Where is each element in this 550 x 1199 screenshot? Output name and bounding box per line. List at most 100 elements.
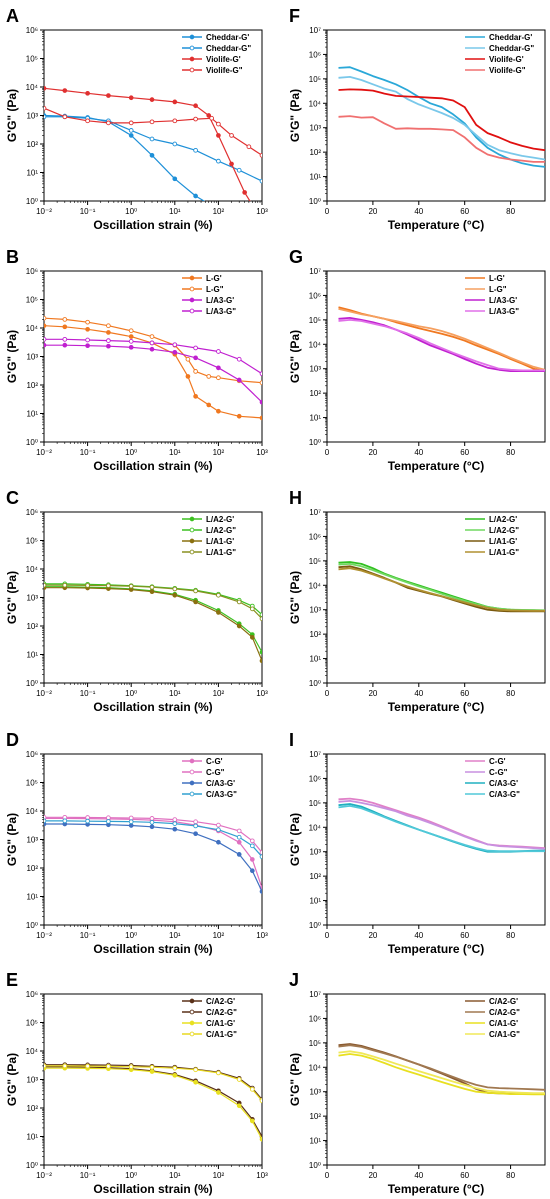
data-point [172,99,178,105]
x-tick-label: 10³ [256,689,268,698]
data-point [259,371,262,377]
panel-label: H [289,488,302,508]
data-point [249,1118,255,1124]
y-tick-label: 10⁴ [26,324,39,333]
x-tick-label: 10³ [256,448,268,457]
data-point [259,399,262,405]
y-tick-label: 10⁵ [26,296,38,305]
legend-label: C/A2-G' [489,997,518,1006]
y-tick-label: 10⁴ [309,340,322,349]
x-tick-label: 40 [414,689,423,698]
data-point [206,374,212,379]
legend-label: Cheddar-G' [206,33,249,42]
data-point [128,819,134,825]
data-point [249,634,255,640]
data-point [172,118,178,124]
x-tick-label: 10⁰ [125,207,137,216]
data-point [128,328,134,334]
y-tick-label: 10⁶ [26,26,38,35]
panel-label: E [6,970,18,990]
data-point [106,815,111,821]
legend-label: C/A3-G' [489,779,518,788]
y-tick-label: 10⁰ [309,921,321,930]
series-line-3 [44,1065,262,1102]
data-point [62,582,68,588]
y-tick-label: 10² [26,622,38,631]
series-line-3 [44,107,262,156]
data-point [85,818,90,824]
data-point [149,1069,155,1074]
legend-marker [189,56,195,62]
legend-label: Cheddar-G" [206,44,251,53]
data-point [249,606,255,612]
data-area [338,797,545,853]
y-tick-label: 10⁴ [26,83,39,92]
series-line-3 [44,820,262,858]
data-point [259,1098,262,1104]
y-tick-label: 10⁷ [309,990,321,999]
data-point [193,369,198,374]
y-tick-label: 10¹ [26,169,38,178]
legend-marker [189,297,195,303]
y-tick-label: 10⁵ [26,779,38,788]
y-axis-label: G'G" (Pa) [5,1053,19,1106]
data-point [62,114,68,120]
data-point [44,1063,47,1069]
legend-label: L/A1-G' [489,537,517,546]
x-axis-label: Temperature (°C) [388,1182,485,1196]
legend-label: C/A2-G' [206,997,235,1006]
legend-label: L/A3-G" [489,307,519,316]
legend-label: C-G" [206,768,225,777]
series-line-2 [44,823,262,892]
data-point [44,85,47,91]
data-point [172,586,178,592]
series-line-1 [44,116,262,182]
y-tick-label: 10⁵ [309,75,321,84]
x-tick-label: 10¹ [169,1171,181,1180]
data-point [149,1064,155,1070]
y-tick-label: 10¹ [26,1133,38,1142]
data-point [216,1090,221,1095]
x-tick-label: 10⁻¹ [80,1171,96,1180]
data-point [216,375,221,381]
legend-marker [189,45,195,51]
data-point [259,152,262,158]
series-line-0 [338,797,545,849]
series-line-2 [44,87,251,201]
data-point [236,413,242,419]
panel-f: 0 20 40 60 80 10⁰ 10¹ 10² 10³ 10⁴ 10⁵ 10⁶ 10⁷ Tempera… [288,6,546,232]
y-tick-label: 10⁰ [309,679,321,688]
y-tick-label: 10² [309,630,321,639]
data-point [149,584,155,590]
y-tick-label: 10⁰ [26,679,38,688]
data-point [62,324,68,330]
data-point [44,114,47,120]
data-point [172,817,178,822]
series-line-2 [44,1067,262,1140]
legend-label: L-G" [489,285,507,294]
x-axis-label: Oscillation strain (%) [93,459,212,473]
data-point [106,583,111,589]
legend-label: L-G' [489,274,505,283]
y-tick-label: 10¹ [26,651,38,660]
data-point [242,190,247,195]
data-point [128,95,134,101]
data-point [44,582,47,588]
x-tick-label: 10⁻² [36,1171,52,1180]
data-area [338,306,545,373]
data-point [216,822,221,828]
data-point [128,815,134,821]
x-tick-label: 60 [460,207,469,216]
x-axis-label: Temperature (°C) [388,459,485,473]
legend-label: Violife-G" [489,66,526,75]
y-tick-label: 10² [309,1112,321,1121]
data-point [185,374,191,379]
y-tick-label: 10⁰ [26,438,38,447]
data-point [249,838,255,844]
y-tick-label: 10² [309,389,321,398]
data-point [216,133,221,138]
data-point [128,583,134,589]
x-axis-label: Temperature (°C) [388,218,485,232]
legend-marker [189,780,195,786]
series-line-2 [338,88,545,152]
